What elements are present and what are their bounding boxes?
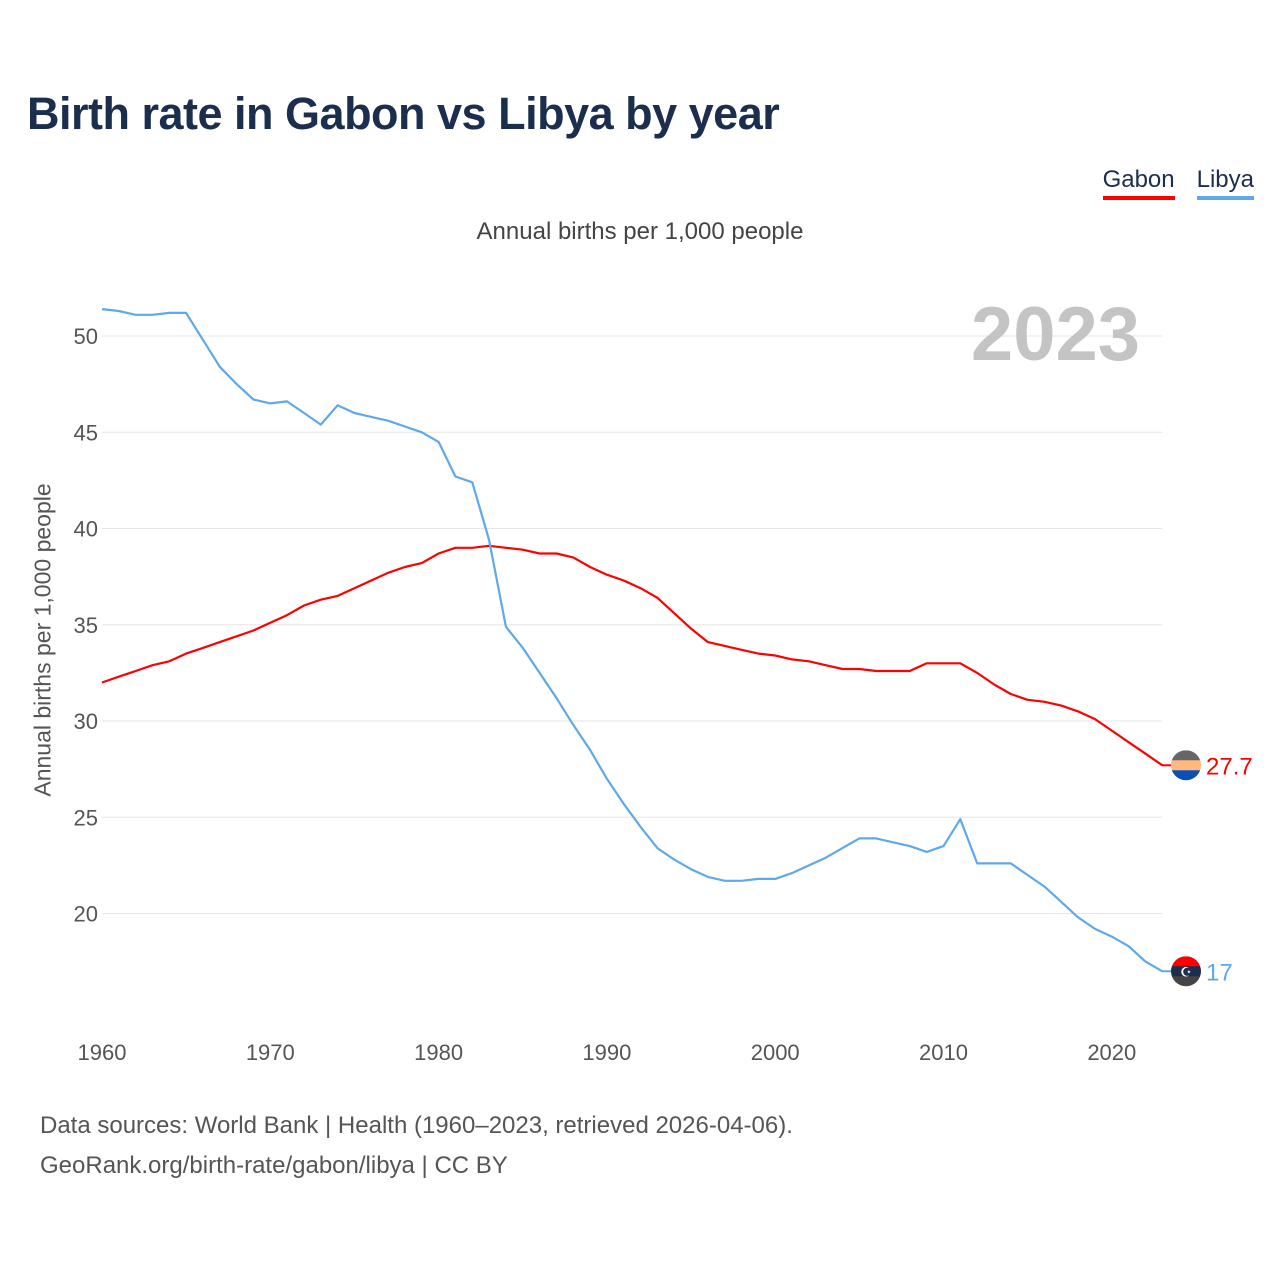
- chart-subtitle: Annual births per 1,000 people: [476, 218, 804, 245]
- legend-item-libya[interactable]: Libya: [1196, 166, 1254, 200]
- x-tick-label: 1990: [582, 1040, 631, 1065]
- flag-stripe: [1171, 750, 1201, 761]
- y-tick-label: 35: [74, 613, 98, 638]
- flag-icon-libya: ☪: [1171, 956, 1201, 987]
- x-tick-label: 1970: [246, 1040, 295, 1065]
- y-tick-label: 40: [74, 517, 98, 542]
- year-watermark: 2023: [971, 292, 1140, 377]
- flag-stripe: [1171, 976, 1201, 987]
- flag-stripe: [1171, 770, 1201, 781]
- x-tick-label: 2000: [751, 1040, 800, 1065]
- y-tick-label: 20: [74, 902, 98, 927]
- end-value-label: 27.7: [1206, 753, 1253, 780]
- x-tick-label: 2020: [1087, 1040, 1136, 1065]
- x-tick-label: 1980: [414, 1040, 463, 1065]
- data-source-text: Data sources: World Bank | Health (1960–…: [40, 1112, 793, 1139]
- flag-icon-gabon: [1171, 750, 1201, 781]
- y-tick-label: 45: [74, 420, 98, 445]
- y-tick-label: 50: [74, 324, 98, 349]
- chart-title: Birth rate in Gabon vs Libya by year: [27, 88, 780, 139]
- flag-stripe: [1171, 956, 1201, 967]
- series-line-gabon: [101, 544, 1163, 767]
- end-value-label: 17: [1206, 959, 1233, 986]
- flag-stripe: [1171, 760, 1201, 771]
- y-tick-label: 25: [74, 805, 98, 830]
- flag-stripe: [1171, 966, 1201, 977]
- legend-item-gabon[interactable]: Gabon: [1102, 166, 1175, 200]
- x-tick-label: 2010: [919, 1040, 968, 1065]
- legend: Gabon Libya: [1102, 166, 1254, 200]
- series-line-libya: [101, 308, 1163, 973]
- crescent-icon: ☪: [1180, 964, 1192, 979]
- y-tick-label: 30: [74, 709, 98, 734]
- footer: Data sources: World Bank | Health (1960–…: [40, 1106, 793, 1186]
- x-tick-label: 1960: [78, 1040, 127, 1065]
- attribution-text: GeoRank.org/birth-rate/gabon/libya | CC …: [40, 1152, 508, 1179]
